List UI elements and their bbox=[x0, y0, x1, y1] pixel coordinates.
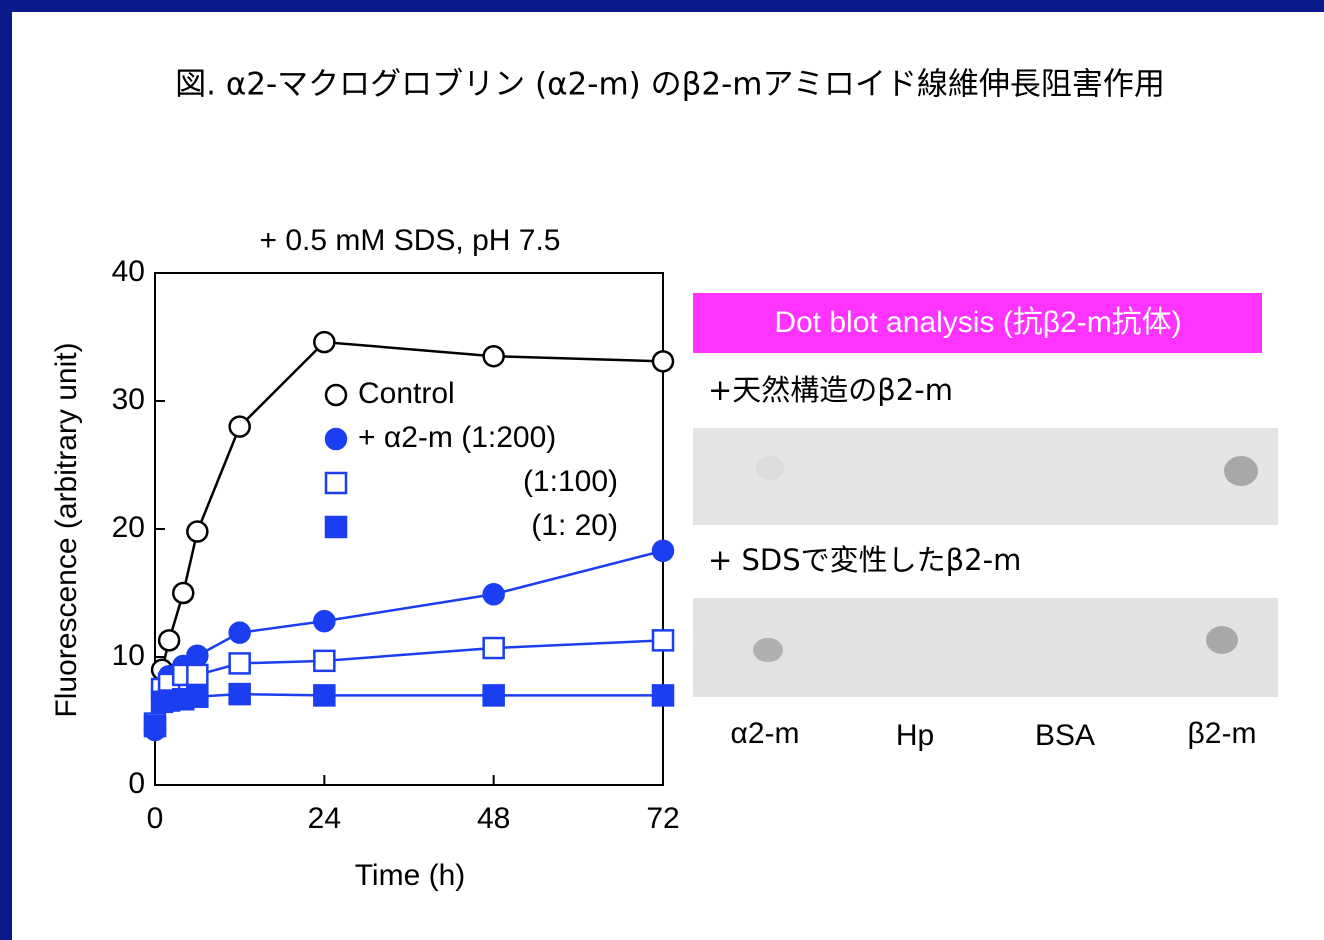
blot-dot bbox=[1224, 456, 1258, 486]
marker bbox=[187, 522, 207, 542]
blot-dot bbox=[1206, 626, 1238, 654]
lane-label: Hp bbox=[896, 719, 934, 752]
marker bbox=[187, 687, 207, 707]
legend-marker bbox=[326, 429, 346, 449]
marker bbox=[230, 684, 250, 704]
marker bbox=[173, 583, 193, 603]
lane-label: BSA bbox=[1035, 719, 1095, 752]
y-tick-label: 30 bbox=[112, 383, 145, 416]
marker bbox=[314, 332, 334, 352]
marker bbox=[159, 630, 179, 650]
legend-label: + α2-m (1:200) bbox=[358, 421, 556, 454]
marker bbox=[484, 638, 504, 658]
lane-label: β2-m bbox=[1188, 717, 1257, 750]
top-border bbox=[0, 0, 1324, 12]
lane-label: α2-m bbox=[730, 717, 799, 750]
y-tick-label: 20 bbox=[112, 511, 145, 544]
x-axis-label: Time (h) bbox=[355, 859, 466, 892]
y-axis-label: Fluorescence (arbitrary unit) bbox=[50, 342, 83, 717]
marker bbox=[230, 417, 250, 437]
legend-label: (1: 20) bbox=[531, 509, 618, 542]
y-tick-label: 10 bbox=[112, 639, 145, 672]
marker bbox=[187, 646, 207, 666]
x-tick-label: 72 bbox=[646, 802, 679, 835]
left-border bbox=[0, 0, 12, 940]
x-tick-label: 24 bbox=[308, 802, 341, 835]
y-tick-label: 0 bbox=[128, 767, 145, 800]
legend-marker bbox=[326, 473, 346, 493]
marker bbox=[653, 541, 673, 561]
y-tick-label: 40 bbox=[112, 255, 145, 288]
marker bbox=[187, 665, 207, 685]
marker bbox=[145, 716, 165, 736]
slide-title: 図. α2-マクログロブリン (α2-m) のβ2-mアミロイド線維伸長阻害作用 bbox=[175, 67, 1165, 103]
legend-marker bbox=[326, 517, 346, 537]
dot-blot-header: Dot blot analysis (抗β2-m抗体) bbox=[774, 306, 1181, 339]
marker bbox=[484, 346, 504, 366]
page: 図. α2-マクログロブリン (α2-m) のβ2-mアミロイド線維伸長阻害作用… bbox=[0, 0, 1324, 940]
legend-label: (1:100) bbox=[523, 465, 618, 498]
chart-subtitle: + 0.5 mM SDS, pH 7.5 bbox=[260, 224, 561, 257]
x-tick-label: 0 bbox=[147, 802, 164, 835]
marker bbox=[653, 351, 673, 371]
blot-image bbox=[693, 428, 1278, 525]
legend-label: Control bbox=[358, 377, 455, 410]
marker bbox=[230, 653, 250, 673]
panel-label: + SDSで変性したβ2-m bbox=[708, 543, 1021, 577]
slide: 図. α2-マクログロブリン (α2-m) のβ2-mアミロイド線維伸長阻害作用… bbox=[0, 0, 1324, 940]
blot-dot bbox=[753, 638, 783, 662]
marker bbox=[484, 584, 504, 604]
legend-marker bbox=[326, 385, 346, 405]
marker bbox=[314, 651, 334, 671]
panel-label: +天然構造のβ2-m bbox=[708, 373, 953, 407]
marker bbox=[314, 685, 334, 705]
marker bbox=[230, 623, 250, 643]
marker bbox=[314, 611, 334, 631]
x-tick-label: 48 bbox=[477, 802, 510, 835]
marker bbox=[653, 685, 673, 705]
marker bbox=[484, 685, 504, 705]
marker bbox=[653, 630, 673, 650]
blot-dot bbox=[756, 456, 784, 480]
